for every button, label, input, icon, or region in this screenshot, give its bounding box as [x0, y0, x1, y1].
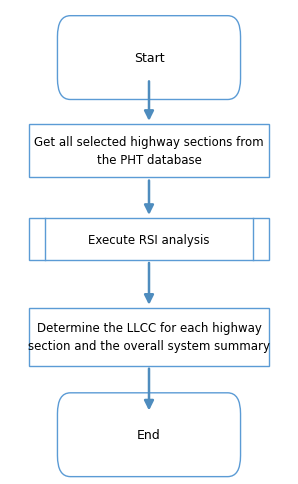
Text: End: End: [137, 428, 161, 441]
Text: Get all selected highway sections from
the PHT database: Get all selected highway sections from t…: [34, 136, 264, 167]
Text: Start: Start: [134, 52, 164, 65]
FancyBboxPatch shape: [29, 308, 269, 366]
FancyBboxPatch shape: [58, 16, 240, 100]
Text: Execute RSI analysis: Execute RSI analysis: [88, 233, 210, 246]
FancyBboxPatch shape: [58, 393, 240, 477]
Text: Determine the LLCC for each highway
section and the overall system summary: Determine the LLCC for each highway sect…: [28, 322, 270, 353]
FancyBboxPatch shape: [29, 125, 269, 178]
FancyBboxPatch shape: [29, 219, 269, 260]
